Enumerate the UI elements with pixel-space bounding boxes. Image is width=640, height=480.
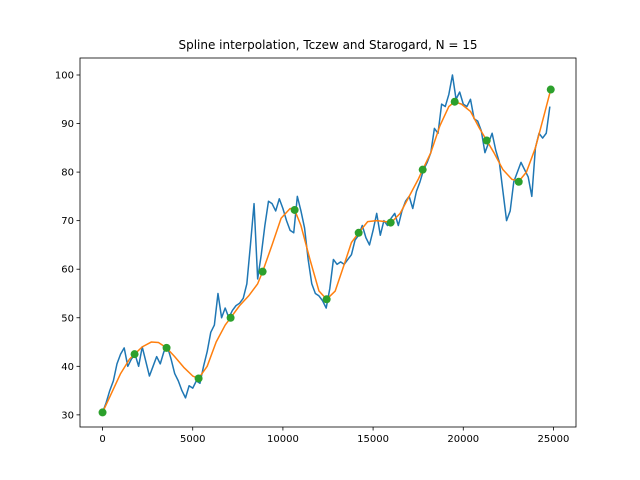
y-tick-label: 60 (61, 265, 74, 276)
data-point (514, 177, 523, 186)
plot-area (98, 74, 555, 417)
y-tick-label: 80 (61, 168, 74, 179)
y-tick-label: 90 (61, 119, 74, 130)
x-tick-label: 0 (99, 434, 105, 445)
chart-title: Spline interpolation, Tczew and Starogar… (178, 38, 477, 52)
x-tick-label: 10000 (267, 434, 299, 445)
x-tick-label: 25000 (538, 434, 570, 445)
data-point (450, 97, 459, 106)
data-point (418, 165, 427, 174)
data-point (162, 343, 171, 352)
data-point (130, 350, 139, 359)
axis-ticks: 0 5000 10000 15000 20000 25000 30 40 50 60 70 80 90 1… (55, 70, 569, 445)
y-tick-label: 50 (61, 313, 74, 324)
data-point (546, 85, 555, 94)
data-point (482, 136, 491, 145)
data-point (226, 313, 235, 322)
y-tick-label: 70 (61, 216, 74, 227)
data-point (258, 267, 267, 276)
data-point (322, 295, 331, 304)
x-tick-label: 15000 (357, 434, 389, 445)
x-tick-label: 5000 (180, 434, 205, 445)
y-tick-label: 40 (61, 362, 74, 373)
x-tick-label: 20000 (447, 434, 479, 445)
data-point (194, 374, 203, 383)
data-point (290, 205, 299, 214)
data-point (386, 218, 395, 227)
y-tick-label: 100 (55, 70, 74, 81)
data-point (98, 408, 107, 417)
y-tick-label: 30 (61, 410, 74, 421)
data-point (354, 228, 363, 237)
axes-frame (79, 57, 577, 428)
